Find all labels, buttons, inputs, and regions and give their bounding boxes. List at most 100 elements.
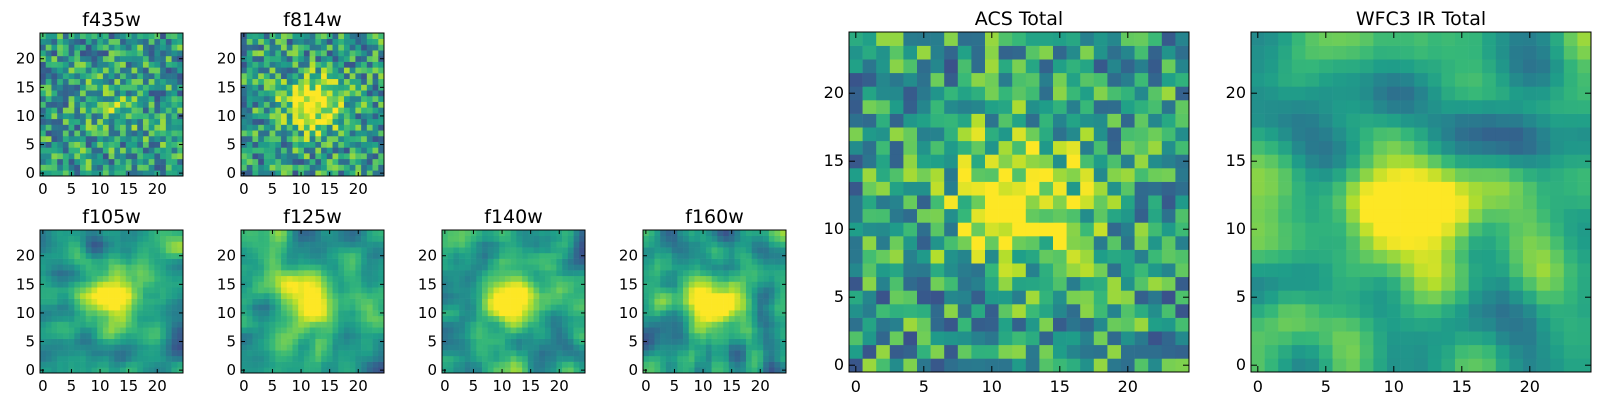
pixel-cell bbox=[355, 84, 362, 91]
pixel-cell bbox=[355, 107, 362, 114]
pixel-cell bbox=[378, 275, 385, 282]
pixel-cell bbox=[1305, 276, 1320, 291]
pixel-cell bbox=[80, 170, 87, 177]
y-tick-label: 15 bbox=[16, 275, 35, 293]
pixel-cell bbox=[349, 130, 356, 137]
pixel-cell bbox=[120, 73, 127, 80]
pixel-cell bbox=[1455, 168, 1469, 182]
pixel-cell bbox=[550, 332, 557, 339]
pixel-cell bbox=[298, 55, 305, 62]
pixel-cell bbox=[252, 258, 259, 265]
pixel-cell bbox=[263, 270, 270, 277]
pixel-cell bbox=[286, 350, 293, 357]
pixel-cell bbox=[292, 50, 299, 57]
pixel-cell bbox=[504, 298, 511, 305]
pixel-cell bbox=[1427, 331, 1442, 346]
pixel-cell bbox=[246, 118, 253, 125]
pixel-cell bbox=[700, 252, 707, 259]
pixel-cell bbox=[321, 73, 328, 80]
pixel-cell bbox=[1427, 236, 1442, 250]
pixel-cell bbox=[567, 258, 574, 265]
pixel-cell bbox=[51, 287, 58, 294]
pixel-cell bbox=[510, 258, 517, 265]
pixel-cell bbox=[985, 127, 999, 142]
pixel-cell bbox=[849, 72, 863, 87]
pixel-cell bbox=[298, 241, 305, 248]
pixel-cell bbox=[1080, 113, 1095, 128]
pixel-cell bbox=[464, 304, 471, 311]
pixel-cell bbox=[1025, 331, 1040, 346]
pixel-cell bbox=[740, 230, 747, 237]
pixel-cell bbox=[734, 235, 741, 242]
pixel-cell bbox=[1305, 249, 1320, 264]
pixel-cell bbox=[332, 230, 339, 237]
pixel-cell bbox=[102, 355, 109, 362]
pixel-cell bbox=[688, 270, 695, 277]
pixel-cell bbox=[665, 281, 672, 288]
pixel-cell bbox=[1107, 72, 1122, 87]
pixel-cell bbox=[85, 130, 92, 137]
pixel-cell bbox=[102, 118, 109, 125]
pixel-cell bbox=[476, 321, 483, 328]
pixel-cell bbox=[275, 84, 282, 91]
pixel-cell bbox=[321, 67, 328, 74]
pixel-cell bbox=[1563, 263, 1578, 278]
pixel-cell bbox=[1134, 249, 1149, 264]
pixel-cell bbox=[1427, 276, 1442, 291]
pixel-cell bbox=[45, 355, 52, 362]
pixel-cell bbox=[246, 338, 253, 345]
pixel-cell bbox=[493, 258, 500, 265]
pixel-cell bbox=[326, 147, 333, 154]
pixel-cell bbox=[171, 130, 178, 137]
pixel-cell bbox=[957, 140, 972, 155]
pixel-cell bbox=[1577, 263, 1592, 278]
pixel-cell bbox=[573, 298, 580, 305]
pixel-cell bbox=[1025, 195, 1040, 210]
pixel-cell bbox=[1550, 304, 1565, 318]
pixel-cell bbox=[40, 61, 47, 68]
pixel-cell bbox=[142, 230, 149, 237]
pixel-cell bbox=[263, 101, 270, 108]
pixel-cell bbox=[281, 292, 288, 299]
pixel-cell bbox=[903, 100, 918, 114]
pixel-cell bbox=[148, 33, 155, 40]
pixel-cell bbox=[751, 355, 758, 362]
pixel-cell bbox=[723, 281, 730, 288]
pixel-cell bbox=[326, 95, 333, 102]
pixel-cell bbox=[263, 350, 270, 357]
pixel-cell bbox=[343, 321, 350, 328]
pixel-cell bbox=[734, 298, 741, 305]
pixel-cell bbox=[372, 78, 379, 85]
pixel-cell bbox=[148, 230, 155, 237]
pixel-cell bbox=[332, 95, 339, 102]
pixel-cell bbox=[258, 95, 265, 102]
pixel-cell bbox=[985, 331, 999, 346]
pixel-cell bbox=[447, 298, 454, 305]
pixel-cell bbox=[527, 350, 534, 357]
pixel-cell bbox=[102, 310, 109, 317]
pixel-cell bbox=[298, 164, 305, 171]
pixel-cell bbox=[62, 61, 69, 68]
pixel-cell bbox=[108, 361, 115, 368]
pixel-cell bbox=[862, 32, 877, 46]
pixel-cell bbox=[332, 164, 339, 171]
pixel-cell bbox=[292, 252, 299, 259]
pixel-cell bbox=[745, 235, 752, 242]
pixel-cell bbox=[309, 241, 316, 248]
pixel-cell bbox=[688, 241, 695, 248]
pixel-cell bbox=[527, 315, 534, 322]
pixel-cell bbox=[694, 315, 701, 322]
pixel-cell bbox=[1373, 249, 1388, 264]
pixel-cell bbox=[768, 327, 775, 334]
pixel-cell bbox=[728, 270, 735, 277]
pixel-cell bbox=[62, 55, 69, 62]
pixel-cell bbox=[292, 258, 299, 265]
pixel-cell bbox=[734, 258, 741, 265]
pixel-cell bbox=[114, 44, 121, 51]
pixel-cell bbox=[643, 298, 650, 305]
pixel-cell bbox=[355, 135, 362, 142]
pixel-cell bbox=[550, 270, 557, 277]
pixel-cell bbox=[269, 44, 276, 51]
pixel-cell bbox=[269, 135, 276, 142]
pixel-cell bbox=[1346, 222, 1361, 237]
